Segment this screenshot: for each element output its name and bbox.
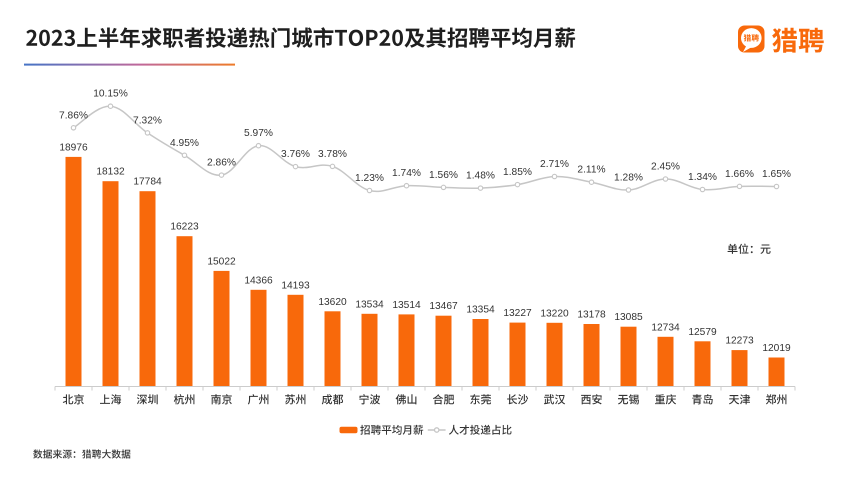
svg-text:3.78%: 3.78% bbox=[318, 149, 347, 160]
svg-text:2.45%: 2.45% bbox=[651, 162, 680, 173]
svg-text:18976: 18976 bbox=[59, 142, 88, 153]
svg-text:14366: 14366 bbox=[244, 275, 273, 286]
svg-text:7.86%: 7.86% bbox=[59, 110, 88, 121]
svg-text:12579: 12579 bbox=[688, 327, 717, 338]
svg-text:15022: 15022 bbox=[207, 256, 236, 267]
svg-text:13467: 13467 bbox=[429, 301, 458, 312]
svg-text:13220: 13220 bbox=[540, 308, 569, 319]
svg-text:10.15%: 10.15% bbox=[93, 89, 128, 100]
svg-text:3.76%: 3.76% bbox=[281, 149, 310, 160]
svg-text:2.86%: 2.86% bbox=[207, 158, 236, 169]
svg-text:12273: 12273 bbox=[725, 336, 754, 347]
svg-text:13178: 13178 bbox=[577, 310, 606, 321]
svg-text:16223: 16223 bbox=[170, 222, 199, 233]
svg-text:13534: 13534 bbox=[355, 299, 384, 310]
svg-text:13354: 13354 bbox=[466, 305, 495, 316]
svg-text:2.71%: 2.71% bbox=[540, 159, 569, 170]
svg-text:13514: 13514 bbox=[392, 300, 421, 311]
svg-text:1.23%: 1.23% bbox=[355, 173, 384, 184]
svg-text:18132: 18132 bbox=[96, 167, 125, 178]
svg-text:13085: 13085 bbox=[614, 312, 643, 323]
svg-text:12019: 12019 bbox=[762, 343, 791, 354]
svg-text:1.28%: 1.28% bbox=[614, 173, 643, 184]
svg-text:1.56%: 1.56% bbox=[429, 170, 458, 181]
svg-text:4.95%: 4.95% bbox=[170, 138, 199, 149]
svg-text:7.32%: 7.32% bbox=[133, 115, 162, 126]
svg-text:1.85%: 1.85% bbox=[503, 167, 532, 178]
svg-text:13227: 13227 bbox=[503, 308, 532, 319]
svg-text:1.48%: 1.48% bbox=[466, 171, 495, 182]
svg-text:1.65%: 1.65% bbox=[762, 169, 791, 180]
svg-text:5.97%: 5.97% bbox=[244, 128, 273, 139]
svg-text:17784: 17784 bbox=[133, 177, 162, 188]
svg-text:1.74%: 1.74% bbox=[392, 168, 421, 179]
svg-text:12734: 12734 bbox=[651, 322, 680, 333]
svg-text:1.66%: 1.66% bbox=[725, 169, 754, 180]
svg-text:1.34%: 1.34% bbox=[688, 172, 717, 183]
svg-text:14193: 14193 bbox=[281, 280, 310, 291]
svg-text:13620: 13620 bbox=[318, 297, 347, 308]
svg-text:2.11%: 2.11% bbox=[577, 165, 605, 176]
